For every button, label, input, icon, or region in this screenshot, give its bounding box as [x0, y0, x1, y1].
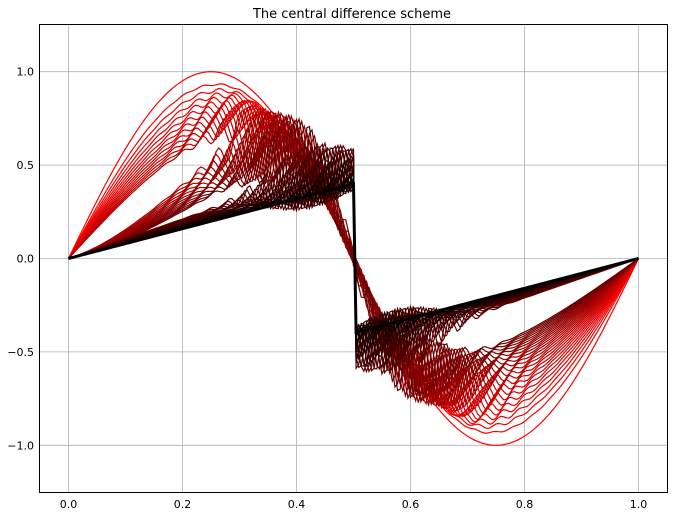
x-tick-label: 0.6 [402, 498, 420, 511]
x-tick-label: 0.8 [516, 498, 534, 511]
x-tick-label: 0.2 [174, 498, 192, 511]
series-line [68, 182, 639, 335]
y-axis: −1.0 −0.5 0.0 0.5 1.0 [7, 66, 34, 453]
curves [67, 71, 640, 446]
x-axis: 0.0 0.2 0.4 0.6 0.8 1.0 [60, 498, 648, 511]
chart-title: The central difference scheme [252, 7, 451, 22]
x-tick-label: 0.0 [60, 498, 78, 511]
y-tick-label: −1.0 [7, 439, 34, 452]
x-tick-label: 0.4 [288, 498, 306, 511]
y-tick-label: −0.5 [7, 346, 34, 359]
x-tick-label: 1.0 [630, 498, 648, 511]
y-tick-label: 0.0 [17, 253, 35, 266]
plot-frame [39, 24, 668, 493]
y-tick-label: 1.0 [17, 66, 35, 79]
y-tick-label: 0.5 [17, 159, 35, 172]
